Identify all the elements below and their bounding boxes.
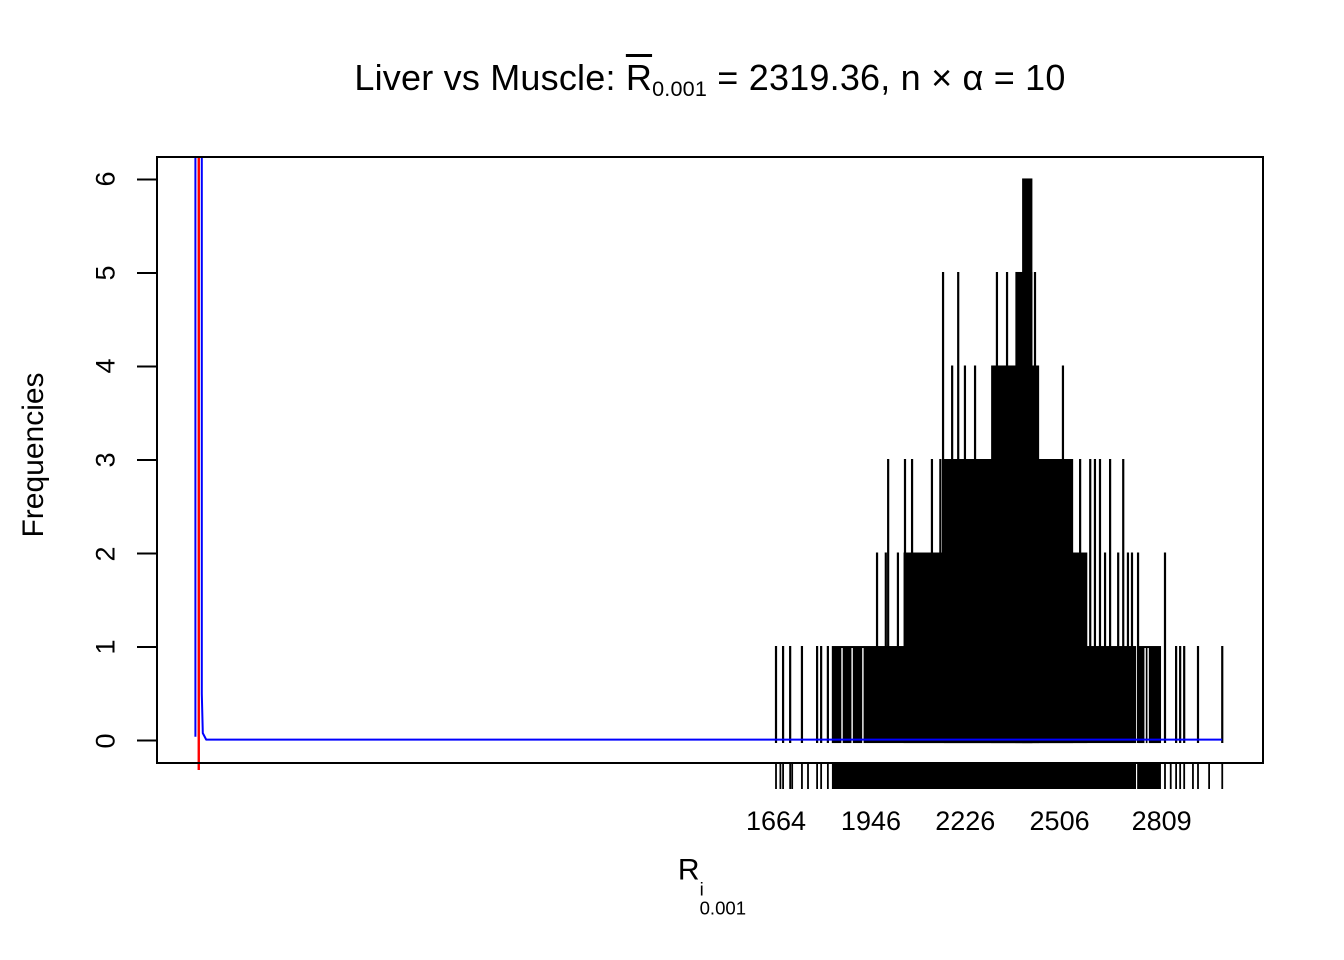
x-axis-title-base: R (677, 853, 700, 887)
title-suffix: = 2319.36, n × α = 10 (707, 57, 1066, 98)
title-prefix: Liver vs Muscle: (354, 57, 626, 98)
title-rbar-symbol: R (625, 57, 653, 98)
needle-band (1022, 178, 1033, 744)
x-tick-label: 2506 (1029, 806, 1090, 836)
x-tick-label: 2809 (1131, 806, 1192, 836)
rug-band (831, 764, 1137, 789)
x-axis-title-subscript: 0.001 (699, 897, 747, 919)
y-tick-label: 2 (90, 546, 121, 562)
density-curve (194, 157, 1223, 741)
y-tick-label: 5 (90, 265, 121, 281)
y-tick-label: 3 (90, 452, 121, 468)
x-axis-title-scripts: i 0.001 (700, 879, 747, 918)
x-axis-title-superscript: i (699, 878, 704, 900)
y-tick-label: 0 (90, 733, 121, 749)
y-axis-title: Frequencies (17, 372, 50, 538)
title-r-subscript: 0.001 (652, 76, 708, 102)
y-tick-label: 6 (90, 171, 121, 187)
plot-area (194, 157, 1224, 745)
rug-band (1138, 764, 1161, 789)
y-tick-label: 4 (90, 358, 121, 374)
x-tick-label: 1664 (745, 806, 807, 836)
x-tick-label: 2226 (935, 806, 996, 836)
needle-band (1137, 646, 1162, 744)
plot-title: Liver vs Muscle: R0.001 = 2319.36, n × α… (354, 57, 1065, 102)
y-tick-label: 1 (90, 639, 121, 655)
x-tick-label: 1946 (840, 806, 902, 836)
